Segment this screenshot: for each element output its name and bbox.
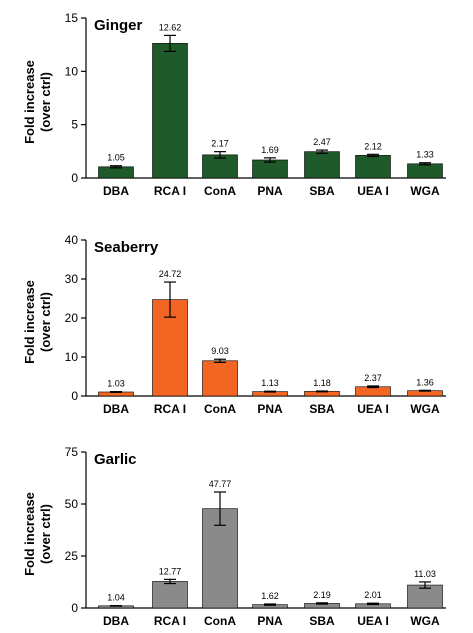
data-label: 1.03 bbox=[107, 379, 125, 389]
bar-uea-i bbox=[355, 155, 391, 179]
x-tick-label: DBA bbox=[103, 184, 129, 198]
data-label: 1.05 bbox=[107, 153, 125, 163]
x-tick-label: ConA bbox=[204, 614, 236, 628]
data-label: 24.72 bbox=[159, 269, 182, 279]
data-label: 1.62 bbox=[261, 591, 279, 601]
bar-cona bbox=[202, 360, 238, 397]
x-tick-label: WGA bbox=[410, 402, 440, 416]
x-tick-label: SBA bbox=[309, 614, 335, 628]
y-tick-label: 40 bbox=[65, 233, 79, 247]
data-label: 1.04 bbox=[107, 593, 125, 603]
data-label: 2.47 bbox=[313, 137, 331, 147]
x-tick-label: DBA bbox=[103, 402, 129, 416]
x-tick-label: ConA bbox=[204, 184, 236, 198]
x-tick-label: SBA bbox=[309, 402, 335, 416]
y-axis-label: Fold increase bbox=[22, 280, 37, 364]
y-tick-label: 20 bbox=[65, 311, 79, 325]
y-axis-label: (over ctrl) bbox=[38, 72, 53, 132]
x-tick-label: UEA I bbox=[357, 184, 389, 198]
y-tick-label: 0 bbox=[71, 171, 78, 185]
x-tick-label: DBA bbox=[103, 614, 129, 628]
x-tick-label: RCA I bbox=[154, 614, 186, 628]
data-label: 1.33 bbox=[416, 150, 434, 160]
x-tick-label: RCA I bbox=[154, 184, 186, 198]
y-tick-label: 25 bbox=[65, 549, 79, 563]
chart-title: Seaberry bbox=[94, 239, 159, 256]
data-label: 1.69 bbox=[261, 145, 279, 155]
data-label: 12.77 bbox=[159, 566, 182, 576]
y-tick-label: 0 bbox=[71, 389, 78, 403]
y-tick-label: 15 bbox=[65, 11, 79, 25]
data-label: 9.03 bbox=[211, 346, 229, 356]
data-label: 1.36 bbox=[416, 377, 434, 387]
x-tick-label: RCA I bbox=[154, 402, 186, 416]
data-label: 47.77 bbox=[209, 479, 232, 489]
y-axis-label: (over ctrl) bbox=[38, 292, 53, 352]
x-tick-label: UEA I bbox=[357, 402, 389, 416]
y-axis-label: (over ctrl) bbox=[38, 504, 53, 564]
y-tick-label: 0 bbox=[71, 601, 78, 615]
data-label: 2.17 bbox=[211, 139, 229, 149]
x-tick-label: SBA bbox=[309, 184, 335, 198]
bar-rca-i bbox=[152, 581, 188, 609]
data-label: 2.19 bbox=[313, 590, 331, 600]
x-tick-label: ConA bbox=[204, 402, 236, 416]
y-axis-label: Fold increase bbox=[22, 492, 37, 576]
y-tick-label: 50 bbox=[65, 497, 79, 511]
data-label: 2.01 bbox=[364, 590, 382, 600]
chart-panel-garlic: 0 25 50 75 Fold increase (over ctrl) Garlic 1.0… bbox=[22, 445, 446, 628]
data-label: 2.37 bbox=[364, 373, 382, 383]
y-tick-label: 5 bbox=[71, 118, 78, 132]
x-tick-label: PNA bbox=[257, 614, 283, 628]
bar-sba bbox=[304, 151, 340, 179]
data-label: 2.12 bbox=[364, 141, 382, 151]
bar-uea-i bbox=[355, 386, 391, 397]
bar-rca-i bbox=[152, 43, 188, 179]
y-tick-label: 75 bbox=[65, 445, 79, 459]
y-tick-label: 30 bbox=[65, 272, 79, 286]
data-label: 1.18 bbox=[313, 378, 331, 388]
chart-panel-ginger: 0 5 10 15 Fold increase (over ctrl) Ginger 1.05… bbox=[22, 11, 446, 198]
chart-title: Ginger bbox=[94, 17, 143, 34]
data-label: 11.03 bbox=[414, 569, 436, 579]
y-tick-label: 10 bbox=[65, 350, 79, 364]
x-tick-label: PNA bbox=[257, 402, 283, 416]
data-label: 12.62 bbox=[159, 22, 182, 32]
y-tick-label: 10 bbox=[65, 64, 79, 78]
bar-dba bbox=[98, 166, 134, 179]
y-axis-label: Fold increase bbox=[22, 60, 37, 144]
x-tick-label: UEA I bbox=[357, 614, 389, 628]
data-label: 1.13 bbox=[261, 378, 279, 388]
chart-panel-seaberry: 0 10 20 30 40 Fold increase (over ctrl) Seaberr… bbox=[22, 233, 446, 416]
chart-title: Garlic bbox=[94, 451, 137, 468]
x-tick-label: PNA bbox=[257, 184, 283, 198]
bar-wga bbox=[407, 163, 443, 179]
x-tick-label: WGA bbox=[410, 184, 440, 198]
x-tick-label: WGA bbox=[410, 614, 440, 628]
